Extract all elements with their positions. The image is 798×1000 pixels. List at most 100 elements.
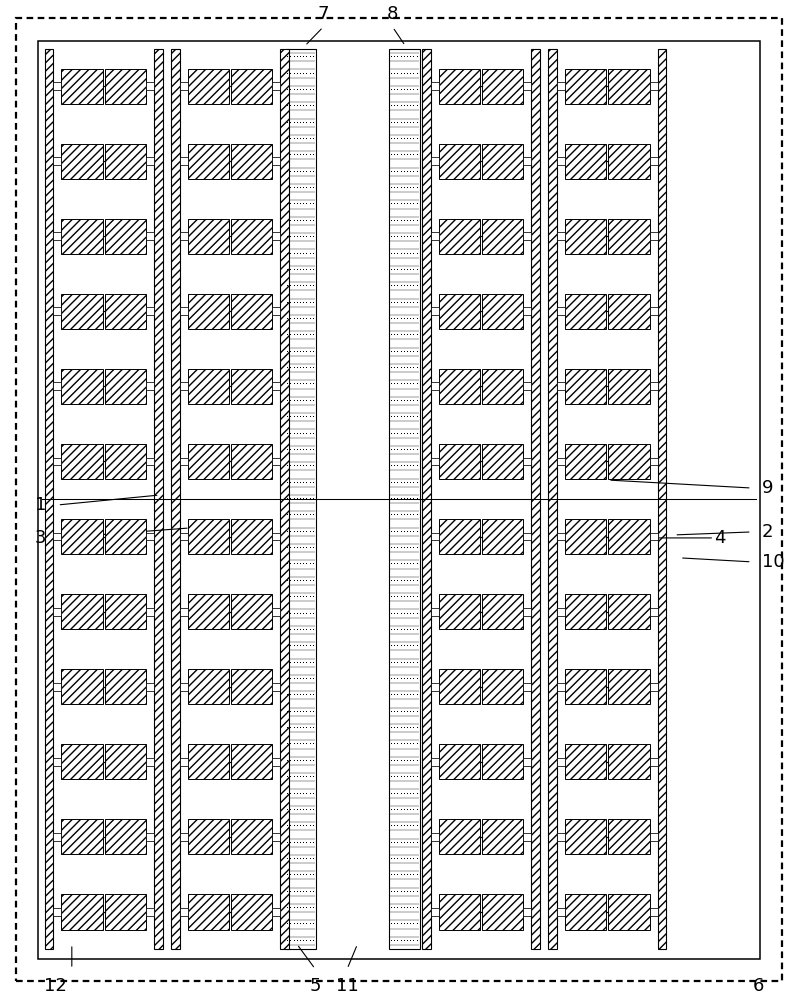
Bar bbox=[180, 82, 188, 90]
Bar bbox=[557, 908, 565, 916]
Bar bbox=[608, 744, 650, 779]
Bar bbox=[557, 382, 565, 390]
Bar bbox=[650, 758, 658, 766]
Bar bbox=[61, 669, 103, 704]
Bar bbox=[53, 908, 61, 916]
Bar bbox=[650, 833, 658, 841]
Bar bbox=[146, 157, 154, 165]
Bar bbox=[61, 144, 103, 179]
Bar bbox=[557, 307, 565, 315]
Bar bbox=[389, 49, 420, 949]
Bar bbox=[523, 683, 531, 691]
Bar bbox=[557, 683, 565, 691]
Bar bbox=[565, 144, 606, 179]
Bar bbox=[61, 519, 103, 554]
Bar bbox=[482, 144, 523, 179]
Bar bbox=[180, 533, 188, 540]
Bar bbox=[231, 369, 272, 404]
Bar bbox=[482, 444, 523, 479]
Bar bbox=[431, 157, 439, 165]
Bar bbox=[557, 833, 565, 841]
Bar bbox=[523, 82, 531, 90]
Bar bbox=[53, 382, 61, 390]
Bar bbox=[61, 369, 103, 404]
Bar bbox=[105, 144, 146, 179]
Bar bbox=[565, 744, 606, 779]
Bar bbox=[523, 232, 531, 240]
Bar bbox=[523, 608, 531, 616]
Bar bbox=[180, 232, 188, 240]
Bar bbox=[439, 894, 480, 930]
Bar bbox=[565, 894, 606, 930]
Bar bbox=[146, 307, 154, 315]
Bar bbox=[146, 758, 154, 766]
Bar bbox=[53, 683, 61, 691]
Bar bbox=[188, 219, 229, 254]
Bar bbox=[565, 219, 606, 254]
Bar bbox=[431, 458, 439, 465]
Bar bbox=[146, 908, 154, 916]
Bar bbox=[439, 594, 480, 629]
Bar bbox=[565, 294, 606, 329]
Bar bbox=[188, 69, 229, 104]
Bar bbox=[431, 758, 439, 766]
Bar bbox=[557, 232, 565, 240]
Bar bbox=[272, 157, 280, 165]
Bar bbox=[188, 819, 229, 854]
Bar bbox=[171, 49, 180, 949]
Bar bbox=[523, 908, 531, 916]
Bar bbox=[272, 683, 280, 691]
Bar bbox=[188, 669, 229, 704]
Bar bbox=[422, 49, 431, 949]
Bar bbox=[523, 458, 531, 465]
Bar bbox=[608, 594, 650, 629]
Bar bbox=[105, 519, 146, 554]
Bar bbox=[431, 908, 439, 916]
Bar bbox=[180, 458, 188, 465]
Bar bbox=[272, 533, 280, 540]
Bar bbox=[482, 519, 523, 554]
Bar bbox=[523, 833, 531, 841]
Text: 6: 6 bbox=[753, 977, 764, 995]
Bar bbox=[180, 608, 188, 616]
Bar bbox=[608, 519, 650, 554]
Bar bbox=[231, 894, 272, 930]
Bar bbox=[523, 307, 531, 315]
Bar bbox=[650, 232, 658, 240]
Bar bbox=[180, 908, 188, 916]
Bar bbox=[61, 219, 103, 254]
Bar bbox=[439, 219, 480, 254]
Bar bbox=[61, 819, 103, 854]
Bar bbox=[146, 683, 154, 691]
Bar bbox=[523, 157, 531, 165]
Bar bbox=[272, 232, 280, 240]
Bar bbox=[482, 669, 523, 704]
Text: 1: 1 bbox=[35, 496, 46, 514]
Text: 8: 8 bbox=[387, 5, 398, 23]
Bar bbox=[482, 369, 523, 404]
Bar bbox=[272, 758, 280, 766]
Bar bbox=[231, 69, 272, 104]
Bar bbox=[565, 594, 606, 629]
Bar bbox=[272, 833, 280, 841]
Bar bbox=[53, 833, 61, 841]
Text: 5: 5 bbox=[310, 977, 321, 995]
Bar bbox=[61, 444, 103, 479]
Bar bbox=[431, 232, 439, 240]
Bar bbox=[431, 82, 439, 90]
Bar bbox=[45, 49, 53, 949]
Text: 10: 10 bbox=[762, 553, 784, 571]
Bar bbox=[608, 369, 650, 404]
Bar bbox=[482, 294, 523, 329]
Bar bbox=[431, 533, 439, 540]
Bar bbox=[439, 294, 480, 329]
Bar bbox=[608, 819, 650, 854]
Bar bbox=[548, 49, 557, 949]
Bar bbox=[188, 444, 229, 479]
Bar bbox=[523, 758, 531, 766]
Bar bbox=[565, 444, 606, 479]
Bar bbox=[482, 594, 523, 629]
Bar bbox=[439, 444, 480, 479]
Bar bbox=[188, 894, 229, 930]
Bar bbox=[146, 82, 154, 90]
